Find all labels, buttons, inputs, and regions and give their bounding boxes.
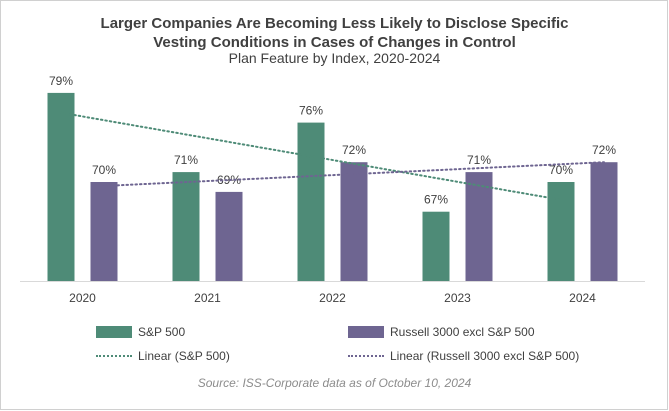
data-label-sp500-2024: 70% <box>549 163 573 177</box>
legend-label-linear-russell: Linear (Russell 3000 excl S&P 500) <box>390 349 580 363</box>
bar-russell-2023 <box>465 172 493 281</box>
bar-sp500-2023 <box>422 211 450 281</box>
data-label-sp500-2023: 67% <box>424 193 448 207</box>
x-tick-label-2024: 2024 <box>569 291 596 305</box>
data-label-russell-2020: 70% <box>92 163 116 177</box>
data-label-russell-2022: 72% <box>342 143 366 157</box>
bar-sp500-2021 <box>172 172 200 281</box>
data-label-russell-2023: 71% <box>467 153 491 167</box>
data-label-sp500-2021: 71% <box>174 153 198 167</box>
data-label-sp500-2022: 76% <box>299 104 323 118</box>
x-tick-label-2020: 2020 <box>69 291 96 305</box>
legend-line-linear-russell <box>348 355 384 357</box>
legend-item-linear-russell: Linear (Russell 3000 excl S&P 500) <box>348 349 579 363</box>
bar-sp500-2024 <box>547 182 575 281</box>
x-tick-label-2022: 2022 <box>319 291 346 305</box>
source-note: Source: ISS-Corporate data as of October… <box>197 376 472 390</box>
bar-sp500-2022 <box>297 122 325 281</box>
bar-russell-2024 <box>590 162 618 281</box>
legend-item-sp500: S&P 500 <box>96 325 185 339</box>
chart-subtitle: Plan Feature by Index, 2020-2024 <box>228 50 441 66</box>
chart-title-line-2: Vesting Conditions in Cases of Changes i… <box>153 34 516 51</box>
legend-label-linear-sp500: Linear (S&P 500) <box>138 349 230 363</box>
bar-russell-2022 <box>340 162 368 281</box>
data-label-russell-2024: 72% <box>592 143 616 157</box>
trendline-russell <box>103 161 605 187</box>
legend-item-linear-sp500: Linear (S&P 500) <box>96 349 230 363</box>
legend-swatch-russell <box>348 326 384 338</box>
data-label-sp500-2020: 79% <box>49 74 73 88</box>
legend-label-sp500: S&P 500 <box>138 325 186 339</box>
legend-line-linear-sp500 <box>96 355 132 357</box>
trendline-sp500 <box>60 111 562 201</box>
bar-russell-2021 <box>215 191 243 281</box>
bar-sp500-2020 <box>47 92 75 282</box>
x-tick-label-2021: 2021 <box>194 291 221 305</box>
legend-item-russell: Russell 3000 excl S&P 500 <box>348 325 535 339</box>
legend-label-russell: Russell 3000 excl S&P 500 <box>390 325 535 339</box>
bar-russell-2020 <box>90 182 118 281</box>
x-tick-label-2023: 2023 <box>444 291 471 305</box>
chart-title-line-1: Larger Companies Are Becoming Less Likel… <box>100 15 569 32</box>
legend-swatch-sp500 <box>96 326 132 338</box>
